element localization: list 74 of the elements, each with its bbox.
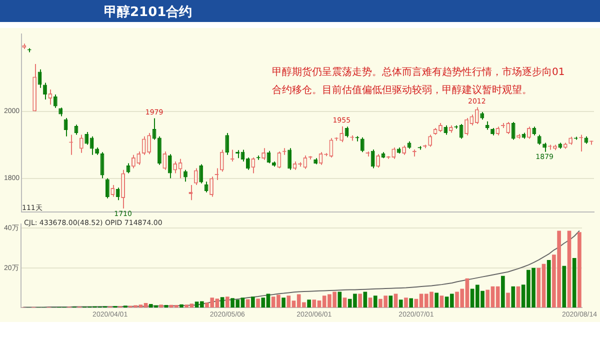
bar	[226, 296, 230, 308]
bar	[440, 296, 444, 308]
candlestick	[303, 155, 308, 170]
candlestick	[344, 126, 349, 138]
candlestick	[511, 121, 516, 140]
bar	[358, 294, 362, 308]
bar	[506, 292, 510, 308]
candlestick	[542, 142, 547, 152]
candlestick	[64, 117, 68, 137]
candlestick	[251, 157, 256, 174]
bar	[282, 298, 286, 308]
bar	[388, 296, 393, 308]
candlestick	[360, 136, 364, 153]
bar	[501, 276, 505, 308]
candlestick	[464, 117, 468, 136]
annotation: 甲醇期货仍呈震荡走势。总体而言难有趋势性行情，市场逐步向01合约移仓。目前估值偏低但驱动较弱，甲醇建议暂时观望。	[272, 67, 565, 96]
bar	[434, 292, 439, 308]
candlestick	[53, 94, 58, 108]
candlestick	[162, 150, 167, 170]
candlestick	[537, 134, 542, 146]
candlestick	[392, 146, 396, 160]
candlestick	[225, 132, 230, 156]
candlestick	[277, 150, 282, 169]
candlestick	[79, 134, 84, 154]
bar	[567, 230, 572, 308]
chart-title: 甲醇2101合约	[104, 4, 192, 21]
bar	[398, 300, 403, 308]
candlestick	[527, 126, 531, 140]
candlestick	[428, 134, 432, 148]
bar	[342, 298, 347, 308]
bar	[578, 232, 582, 308]
candlestick	[184, 169, 188, 182]
candlestick	[48, 88, 52, 106]
candlestick	[204, 181, 208, 193]
candlestick	[194, 168, 198, 186]
candlestick	[402, 144, 406, 156]
candlestick	[105, 178, 110, 199]
candlestick	[147, 132, 152, 155]
candlestick	[158, 136, 162, 166]
bar	[307, 300, 311, 308]
candlestick	[199, 164, 204, 184]
bar	[516, 286, 520, 308]
bar	[572, 258, 576, 308]
bar	[368, 298, 372, 308]
bar	[220, 297, 224, 308]
candlestick	[506, 121, 510, 135]
bar	[546, 260, 551, 308]
bar	[511, 286, 516, 308]
candlestick	[110, 184, 115, 198]
candlestick	[121, 169, 125, 209]
candlestick	[136, 150, 141, 166]
bar	[256, 298, 260, 308]
candlestick	[376, 154, 380, 168]
bar	[394, 294, 398, 308]
bar	[338, 292, 342, 308]
candlestick	[220, 149, 224, 172]
candlestick	[116, 187, 120, 201]
candlestick	[288, 148, 292, 170]
candlestick	[340, 126, 344, 143]
bar	[409, 298, 414, 308]
candlestick	[168, 154, 172, 179]
bar	[404, 298, 408, 308]
bar	[159, 304, 164, 308]
bar	[562, 266, 566, 308]
bar	[251, 296, 255, 308]
candlestick	[142, 136, 146, 156]
candlestick	[132, 154, 136, 169]
candlestick	[210, 176, 214, 198]
candlestick	[370, 148, 375, 169]
bar	[180, 304, 184, 308]
candlestick	[43, 82, 47, 100]
bar	[363, 292, 368, 308]
candlestick	[444, 124, 448, 136]
bar	[373, 296, 378, 308]
